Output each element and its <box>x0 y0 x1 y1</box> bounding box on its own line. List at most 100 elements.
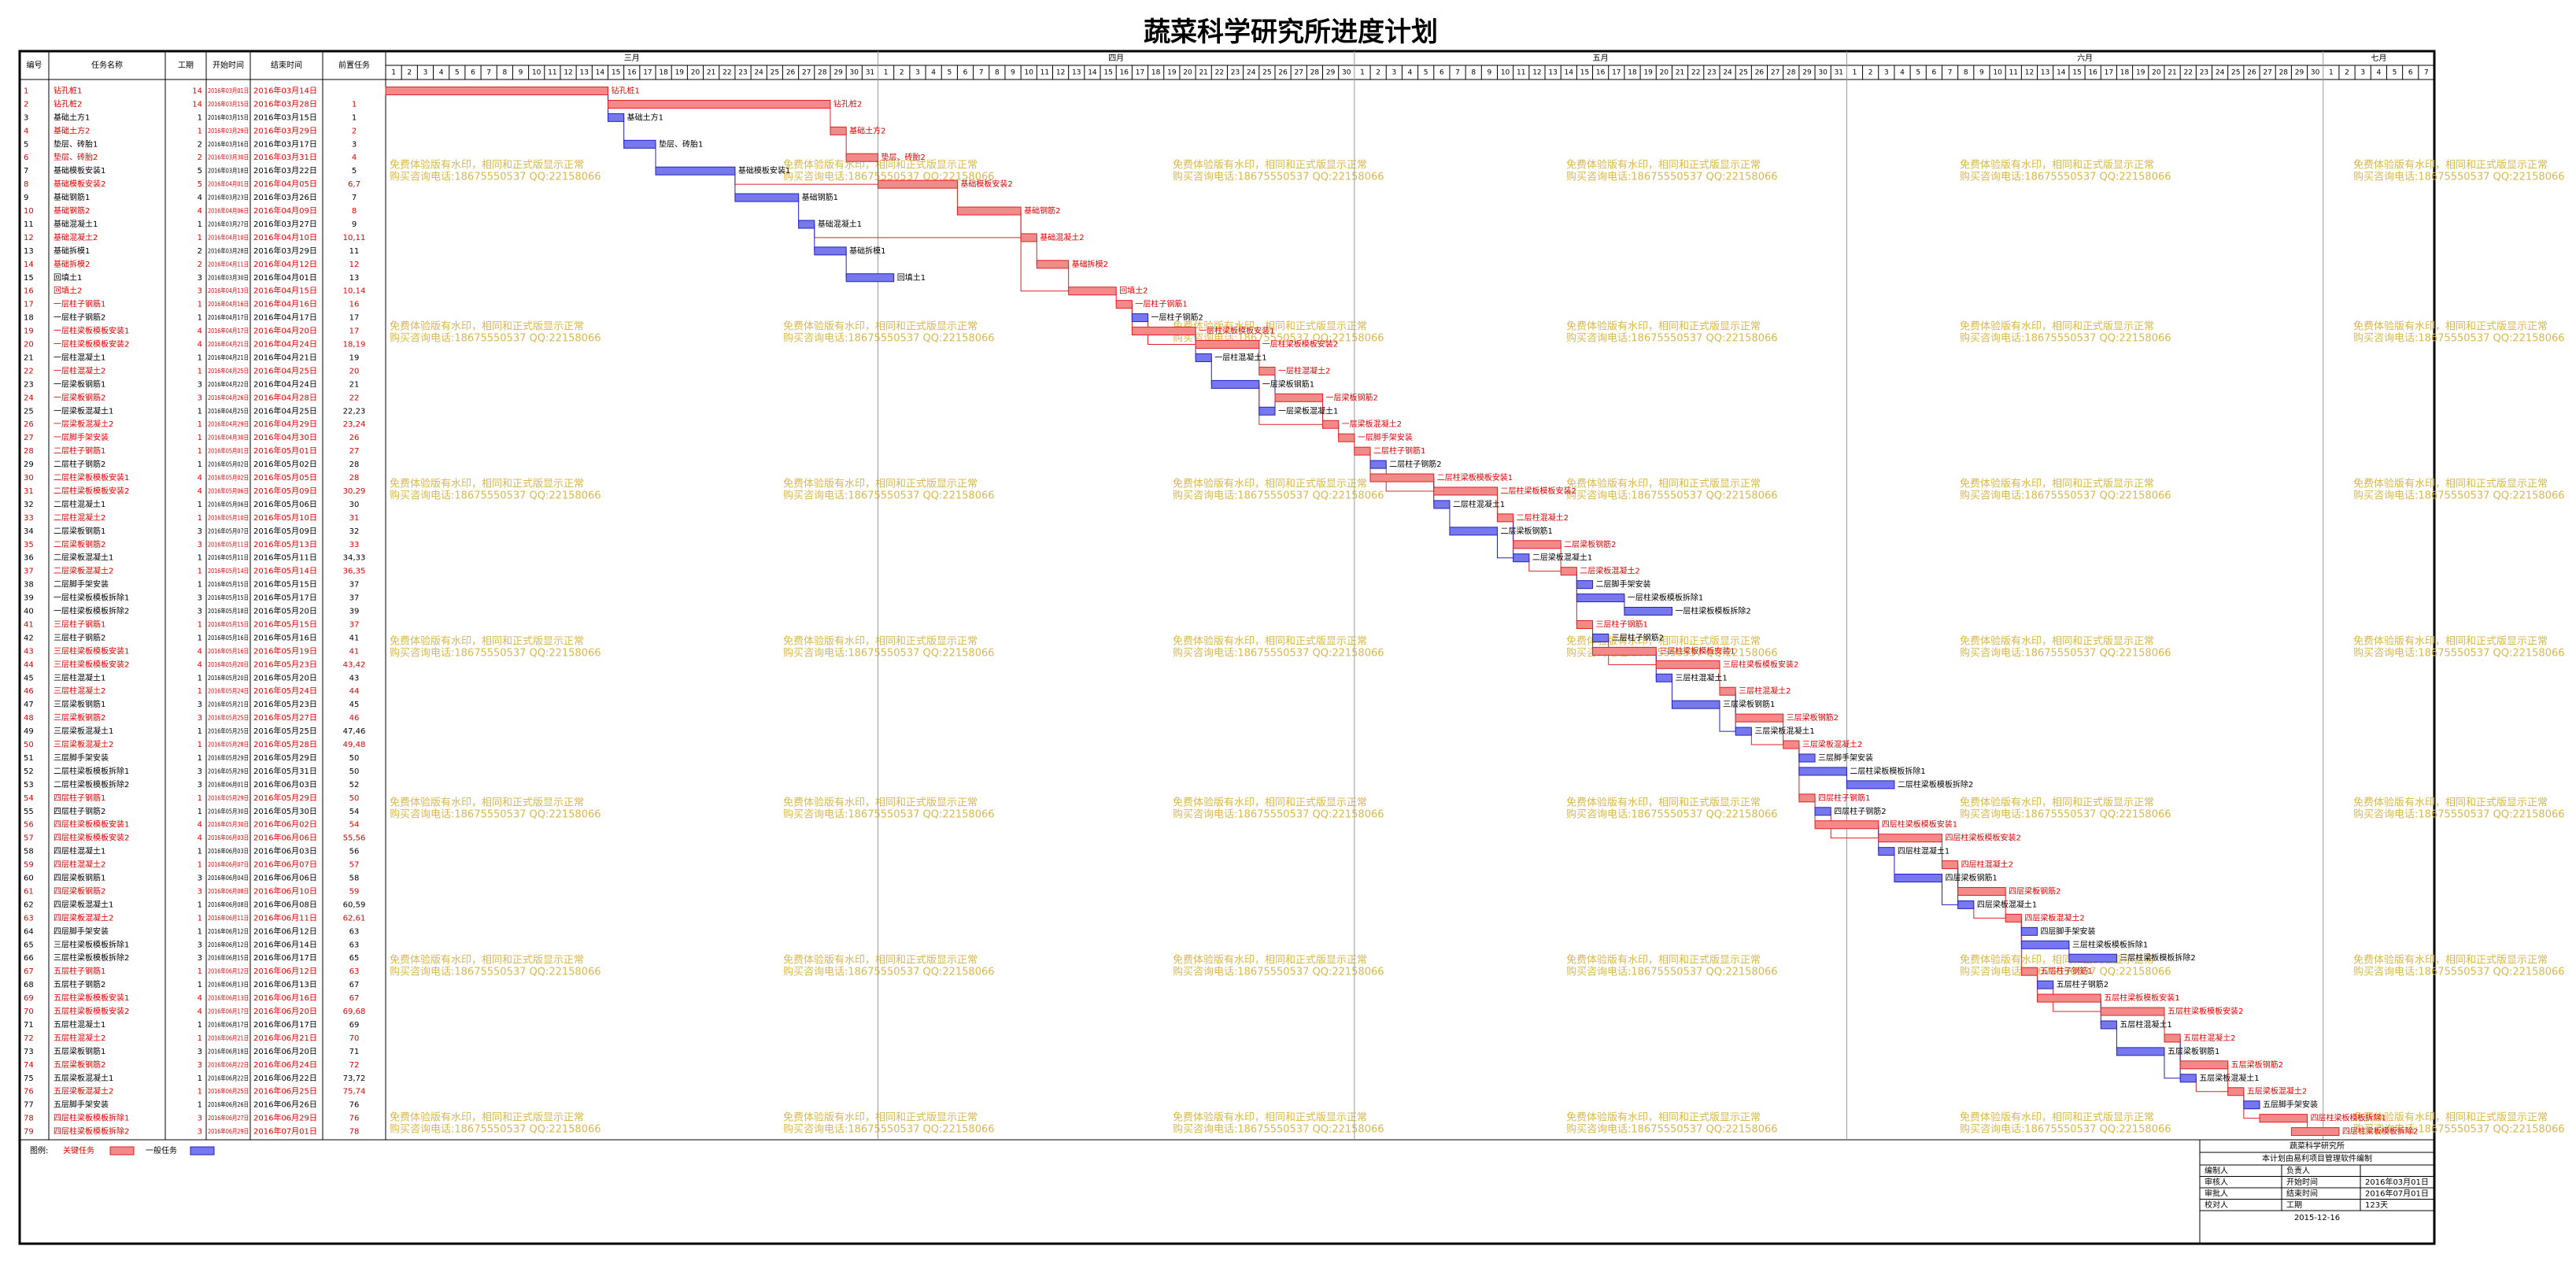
task-end: 2016年06月17日 <box>253 1019 317 1030</box>
day-label: 14 <box>596 69 605 77</box>
task-end: 2016年04月05日 <box>253 179 317 189</box>
task-id: 12 <box>24 234 34 242</box>
task-pred: 57 <box>349 861 360 870</box>
watermark: 购买咨询电话:18675550537 QQ:22158066 <box>1960 647 2171 660</box>
task-bar <box>798 220 815 229</box>
day-label: 17 <box>1136 69 1144 77</box>
task-start: 2016年06月18日 <box>208 1047 249 1055</box>
task-name: 四层柱梁板模板安装2 <box>54 833 129 843</box>
task-bar <box>1735 727 1752 736</box>
task-pred: 56 <box>349 848 360 856</box>
dependency-link <box>1528 557 1561 572</box>
day-label: 8 <box>502 69 507 77</box>
day-label: 13 <box>1548 69 1557 77</box>
task-start: 2016年06月15日 <box>208 954 249 962</box>
task-id: 29 <box>24 460 34 469</box>
day-label: 4 <box>439 69 444 77</box>
day-label: 5 <box>455 69 460 77</box>
task-end: 2016年06月17日 <box>253 952 317 963</box>
bar-label: 四层柱梁板模板拆除1 <box>2311 1113 2386 1123</box>
day-label: 28 <box>1787 69 1796 77</box>
task-duration: 3 <box>198 594 202 603</box>
info-cell: 审核人 <box>2205 1177 2228 1187</box>
watermark: 免费体验版有水印，相同和正式版显示正常 <box>1173 954 1367 967</box>
watermark: 购买咨询电话:18675550537 QQ:22158066 <box>390 1123 601 1136</box>
task-duration: 2 <box>198 247 202 256</box>
task-end: 2016年06月03日 <box>253 846 317 856</box>
task-name: 二层脚手架安装 <box>54 579 109 590</box>
task-start: 2016年06月13日 <box>208 981 249 989</box>
task-start: 2016年06月17日 <box>208 1020 249 1028</box>
task-bar <box>1655 660 1720 669</box>
dependency-link <box>1941 878 1958 905</box>
task-end: 2016年04月10日 <box>253 232 317 242</box>
task-end: 2016年04月15日 <box>253 286 317 296</box>
task-bar <box>1433 486 1498 496</box>
watermark: 免费体验版有水印，相同和正式版显示正常 <box>1173 797 1367 809</box>
task-start: 2016年06月29日 <box>208 1127 249 1135</box>
task-bar <box>1433 500 1451 509</box>
legend-swatch <box>109 1146 135 1156</box>
task-bar <box>1798 753 1816 763</box>
task-id: 2 <box>24 100 28 109</box>
task-duration: 3 <box>198 274 202 283</box>
day-label: 15 <box>1103 69 1112 77</box>
task-duration: 1 <box>198 861 202 870</box>
info-cell: 审批人 <box>2205 1188 2228 1198</box>
task-start: 2016年05月06日 <box>208 500 249 508</box>
task-end: 2016年06月07日 <box>253 860 317 870</box>
task-end: 2016年05月14日 <box>253 566 317 576</box>
day-label: 18 <box>2120 69 2130 77</box>
day-label: 1 <box>391 69 396 77</box>
watermark: 免费体验版有水印，相同和正式版显示正常 <box>1566 797 1761 809</box>
day-label: 15 <box>1580 69 1589 77</box>
task-end: 2016年03月31日 <box>253 152 317 162</box>
bar-label: 垫层、砖胎1 <box>659 139 703 149</box>
task-end: 2016年06月14日 <box>253 939 317 949</box>
task-duration: 3 <box>198 394 202 402</box>
bar-label: 五层脚手架安装 <box>2263 1100 2318 1110</box>
task-end: 2016年04月17日 <box>253 312 317 323</box>
day-label: 3 <box>2360 69 2365 77</box>
task-name: 一层柱梁板模板安装1 <box>54 326 129 336</box>
task-start: 2016年03月23日 <box>208 194 249 202</box>
task-duration: 3 <box>198 767 202 776</box>
legend-label: 关键任务 <box>63 1145 94 1156</box>
legend-swatch <box>190 1146 215 1156</box>
task-end: 2016年06月06日 <box>253 873 317 883</box>
task-start: 2016年05月21日 <box>208 701 249 708</box>
task-bar <box>385 86 608 95</box>
bar-label: 一层梁板混凝土1 <box>1278 405 1338 416</box>
day-label: 24 <box>2216 69 2225 77</box>
day-label: 1 <box>1853 69 1857 77</box>
task-start: 2016年06月22日 <box>208 1060 249 1068</box>
watermark: 购买咨询电话:18675550537 QQ:22158066 <box>1173 1123 1384 1136</box>
task-pred: 65 <box>349 954 360 963</box>
task-bar <box>1210 379 1260 389</box>
task-pred: 30 <box>349 501 360 509</box>
task-pred: 21 <box>349 380 360 389</box>
day-label: 19 <box>1167 69 1177 77</box>
bar-label: 二层柱梁板模板安装2 <box>1500 486 1576 496</box>
info-cell: 123天 <box>2365 1201 2388 1210</box>
task-pred: 17 <box>349 314 360 323</box>
task-name: 五层梁板混凝土2 <box>54 1086 113 1096</box>
day-label: 17 <box>643 69 652 77</box>
task-pred: 1 <box>352 100 357 109</box>
task-id: 17 <box>24 301 34 309</box>
task-end: 2016年05月20日 <box>253 672 317 682</box>
watermark: 免费体验版有水印，相同和正式版显示正常 <box>1960 320 2154 333</box>
watermark: 购买咨询电话:18675550537 QQ:22158066 <box>2353 966 2565 978</box>
task-start: 2016年04月06日 <box>208 207 249 215</box>
task-id: 33 <box>24 514 34 523</box>
task-start: 2016年05月25日 <box>208 727 249 735</box>
task-name: 三层柱混凝土1 <box>54 672 105 682</box>
task-name: 基础模板安装2 <box>54 179 105 189</box>
task-pred: 60,59 <box>343 900 366 909</box>
task-pred: 47,46 <box>343 727 366 736</box>
task-name: 三层梁板钢筋2 <box>54 712 105 723</box>
day-label: 5 <box>1424 69 1428 77</box>
task-pred: 49,48 <box>343 741 366 749</box>
task-pred: 50 <box>349 754 360 763</box>
task-start: 2016年06月12日 <box>208 927 249 935</box>
